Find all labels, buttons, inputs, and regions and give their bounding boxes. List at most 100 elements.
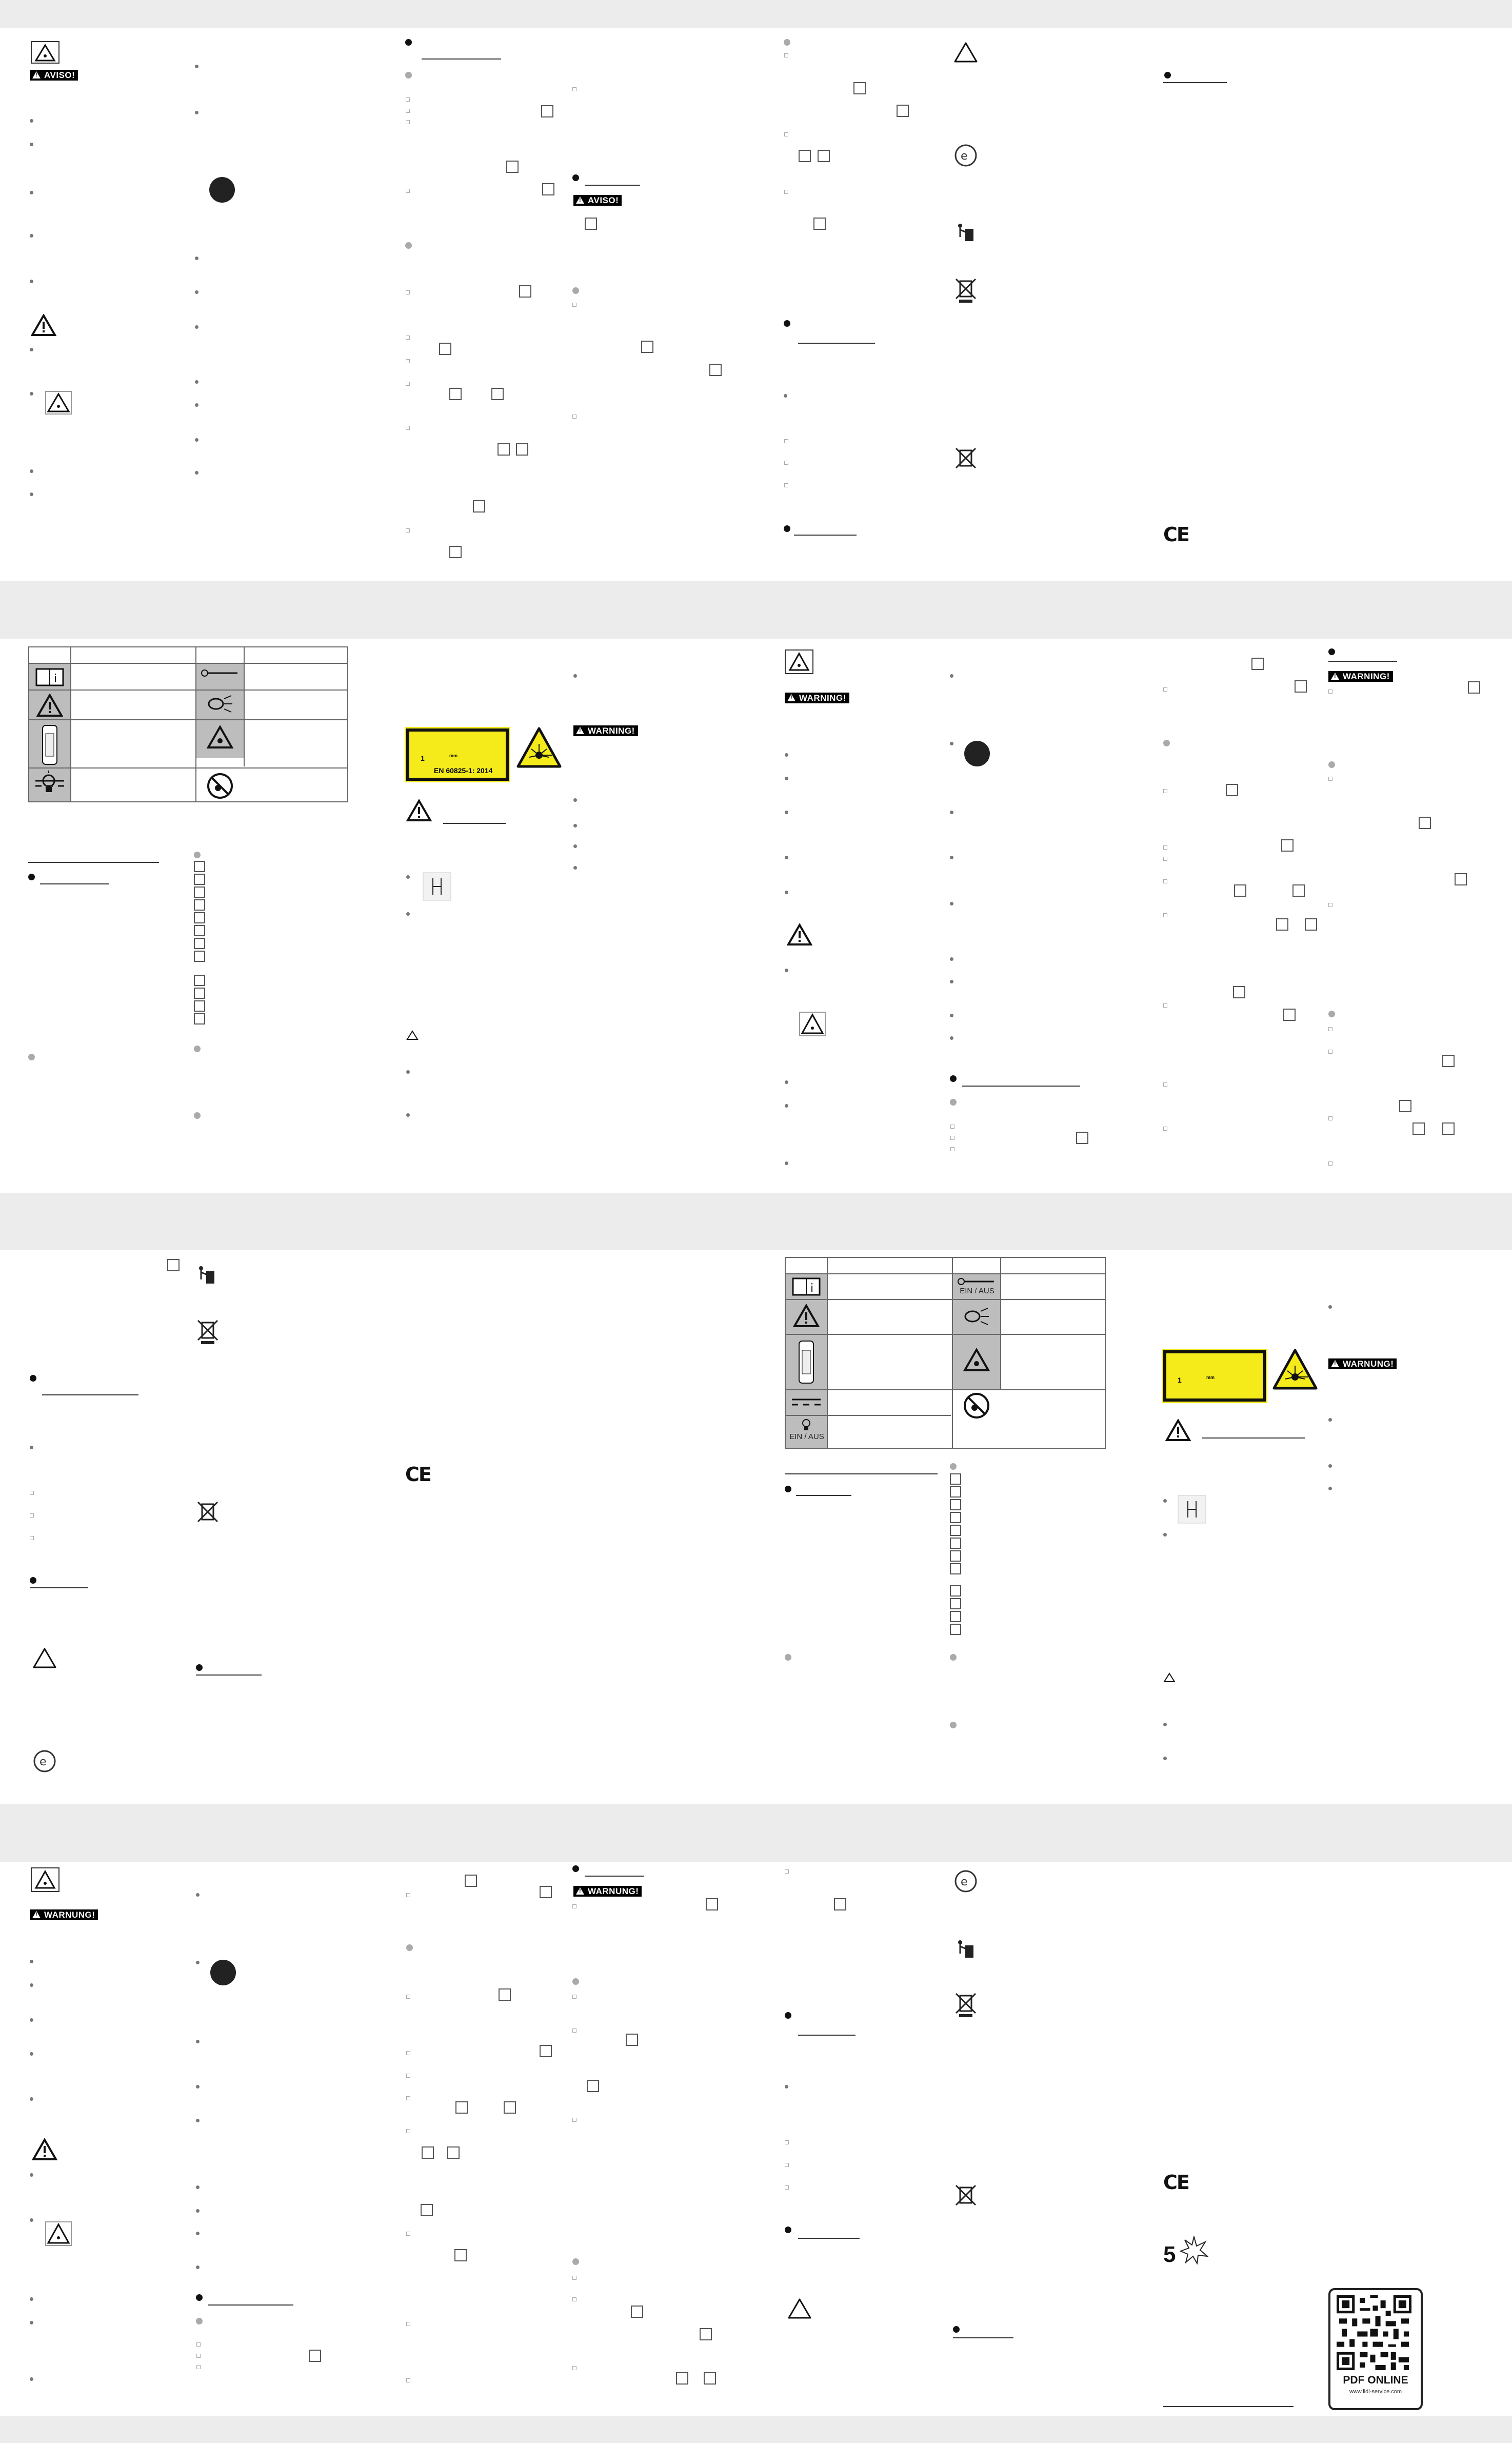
heading-rule: [796, 1495, 851, 1496]
list-marker: [1163, 857, 1167, 861]
bullet: [30, 392, 33, 396]
bullet: [785, 891, 788, 894]
page-band-bottom: [0, 2416, 1512, 2443]
recycling-triangle-icon: [954, 42, 978, 63]
list-marker: [572, 303, 576, 307]
list-marker: [784, 483, 788, 487]
reference-box: [1305, 918, 1317, 931]
part-box: [194, 1013, 205, 1025]
laser-warning-icon: [45, 2221, 72, 2246]
qr-code-icon: [1337, 2295, 1411, 2370]
bullet: [573, 844, 577, 848]
battery-device-icon: [799, 1341, 814, 1384]
bullet: [950, 902, 953, 905]
bullet: [195, 65, 198, 68]
reference-box: [449, 546, 462, 558]
page-band-3: [0, 1804, 1512, 1862]
heading-rule: [953, 2337, 1013, 2338]
heading-rule: [785, 1473, 938, 1474]
crossed-bin-icon: [955, 1993, 977, 2017]
list-marker: [572, 2028, 576, 2033]
laser-warning-icon: [31, 41, 59, 64]
heading-rule: [1328, 661, 1397, 662]
list-marker: [30, 1491, 34, 1495]
bullet: [573, 824, 577, 828]
heading-rule: [585, 1876, 644, 1877]
laser-warning-icon: [963, 1348, 990, 1371]
heading-bullet: [30, 1577, 36, 1584]
list-marker: [1163, 879, 1167, 883]
part-box: [950, 1563, 961, 1574]
bullet: [195, 403, 198, 407]
bullet: [30, 2018, 33, 2022]
reference-box: [1276, 918, 1288, 931]
reference-box: [491, 388, 504, 400]
heading-rule: [42, 1394, 138, 1395]
svg-text:e: e: [39, 1756, 47, 1768]
list-marker: [785, 2185, 789, 2190]
bullet: [1328, 1418, 1332, 1422]
bullet: [30, 2173, 33, 2177]
star-burst-icon: [1180, 2236, 1208, 2264]
symbols-table: i EIN / AUS EIN / AUS: [785, 1257, 1106, 1449]
bullet: [785, 2085, 788, 2089]
heading-rule: [798, 2035, 856, 2036]
reference-box: [421, 2204, 433, 2216]
reference-box: [1295, 680, 1307, 693]
reference-box: [504, 2101, 516, 2114]
laser-class-number: 1: [1178, 1376, 1182, 1384]
reference-box: [813, 218, 826, 230]
warning-pill-aviso: AVISO!: [30, 70, 78, 81]
table-row: [29, 663, 347, 664]
pdf-online-qr-code[interactable]: PDF ONLINE www.lidl-service.com: [1328, 2288, 1423, 2410]
reference-box: [897, 105, 909, 117]
bullet: [30, 2321, 33, 2324]
footer-rule: [1163, 2406, 1294, 2407]
heading-bullet: [30, 1375, 36, 1382]
list-marker: [784, 53, 788, 57]
reference-box: [541, 105, 553, 117]
list-marker: [1328, 1161, 1332, 1166]
reference-box: [1234, 884, 1246, 897]
subheading-bullet: [194, 1112, 201, 1119]
bullet: [1328, 1487, 1332, 1490]
subheading-bullet: [950, 1463, 957, 1470]
list-marker: [406, 359, 410, 363]
heading-rule: [208, 2304, 293, 2306]
part-box: [950, 1598, 961, 1609]
bullet: [30, 1446, 33, 1449]
reference-box: [709, 364, 722, 376]
reference-box: [498, 443, 510, 456]
bullet: [406, 1113, 410, 1117]
list-marker: [406, 2096, 410, 2100]
reference-box: [1283, 1009, 1296, 1021]
svg-text:e: e: [961, 1876, 968, 1888]
reference-box: [540, 2045, 552, 2057]
bullet: [30, 1960, 33, 1963]
subheading-bullet: [1163, 740, 1170, 746]
table-row: [786, 1389, 1105, 1390]
on-off-label: EIN / AUS: [789, 1432, 824, 1441]
light-bulb-icon: [802, 1419, 810, 1430]
list-marker: [1163, 845, 1167, 850]
table-row: [29, 719, 347, 720]
table-col: [1000, 1258, 1001, 1389]
reference-box: [499, 1988, 511, 2001]
list-marker: [406, 528, 410, 533]
warning-triangle-icon: [406, 799, 432, 821]
list-marker: [950, 1136, 954, 1140]
reference-box: [449, 388, 462, 400]
pdf-online-url: www.lidl-service.com: [1349, 2389, 1402, 2395]
bullet: [196, 2232, 200, 2235]
list-marker: [572, 87, 576, 91]
heading-bullet: [1328, 648, 1335, 655]
bullet: [406, 912, 410, 916]
table-row: [29, 767, 347, 769]
bullet: [30, 2097, 33, 2101]
hand-stop-icon: [210, 1960, 236, 1985]
subheading-bullet: [405, 242, 412, 249]
list-marker: [1163, 789, 1167, 793]
list-marker: [406, 109, 410, 113]
reference-box: [641, 341, 653, 353]
subheading-bullet: [194, 1046, 201, 1052]
